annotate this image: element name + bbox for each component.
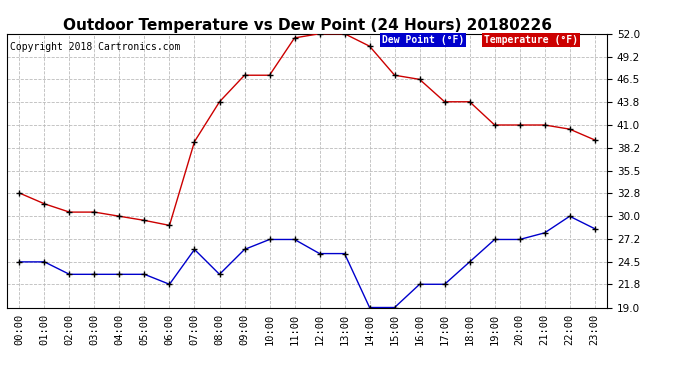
Text: Temperature (°F): Temperature (°F) bbox=[484, 35, 578, 45]
Text: Dew Point (°F): Dew Point (°F) bbox=[382, 35, 464, 45]
Title: Outdoor Temperature vs Dew Point (24 Hours) 20180226: Outdoor Temperature vs Dew Point (24 Hou… bbox=[63, 18, 551, 33]
Text: Copyright 2018 Cartronics.com: Copyright 2018 Cartronics.com bbox=[10, 42, 180, 52]
